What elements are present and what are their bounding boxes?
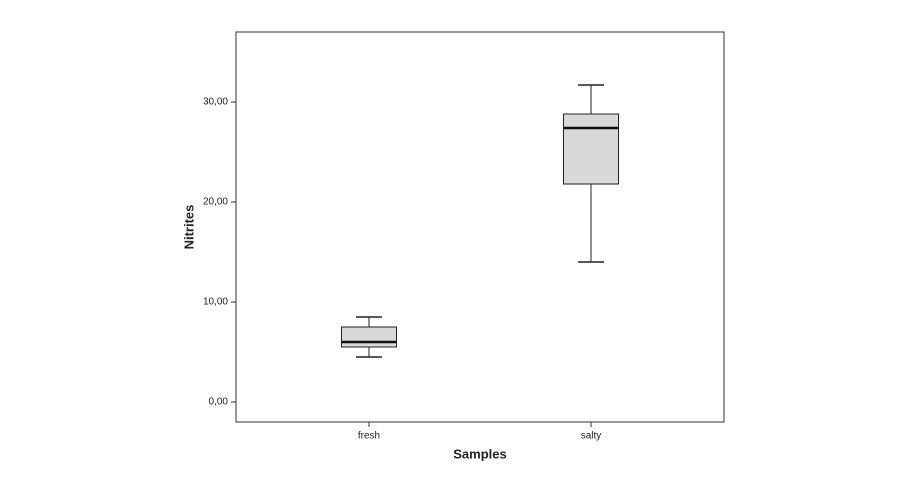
plot-frame bbox=[235, 31, 725, 423]
y-tick-label: 20,00 bbox=[203, 197, 228, 208]
y-tick-label: 0,00 bbox=[209, 397, 229, 408]
y-tick-label: 30,00 bbox=[203, 97, 228, 108]
y-tick-label: 10,00 bbox=[203, 297, 228, 308]
box bbox=[563, 113, 619, 185]
x-tick-label: salty bbox=[581, 431, 602, 442]
x-tick-label: fresh bbox=[358, 431, 380, 442]
y-axis-title: Nitrites bbox=[181, 205, 196, 250]
box bbox=[341, 326, 397, 348]
x-axis-title: Samples bbox=[453, 446, 506, 461]
